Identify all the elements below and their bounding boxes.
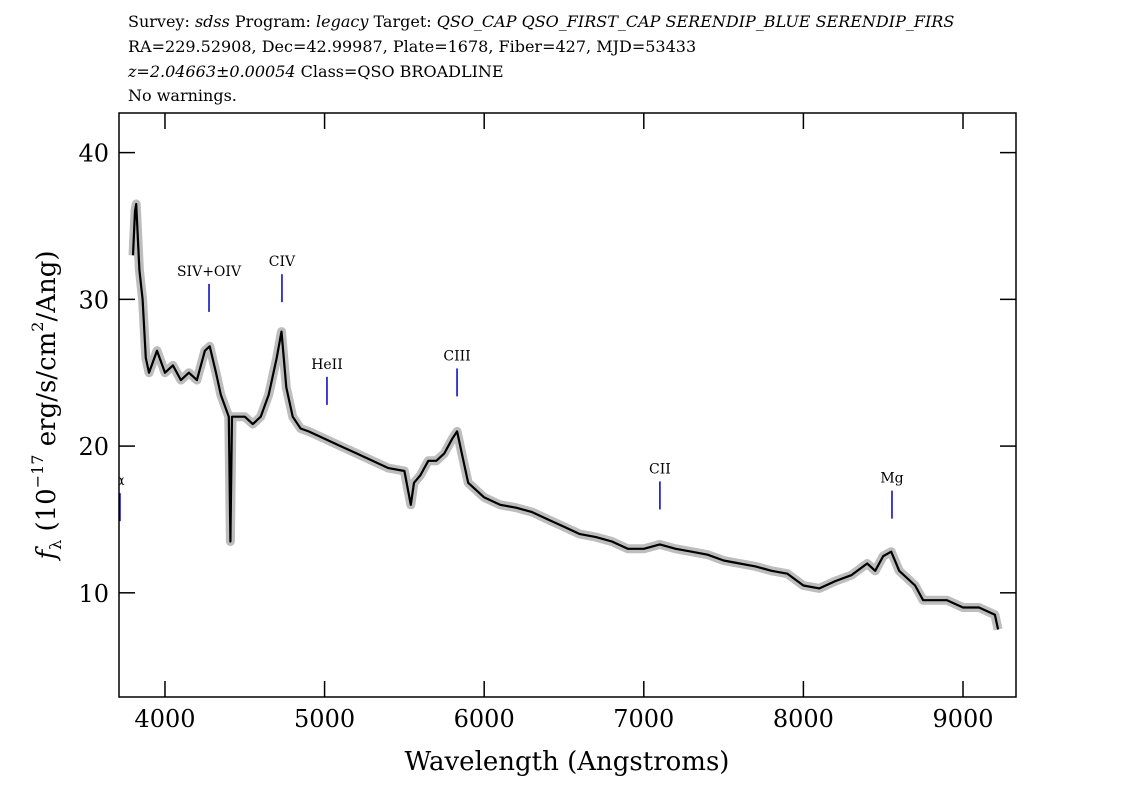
x-tick-label: 6000 — [454, 705, 515, 733]
y-label-part: /Ang) — [32, 250, 62, 321]
header-text: Class=QSO BROADLINE — [295, 62, 504, 81]
y-label-part: 2 — [28, 322, 47, 332]
header-text: QSO_CAP QSO_FIRST_CAP SERENDIP_BLUE SERE… — [436, 12, 955, 31]
header-text: legacy — [316, 12, 369, 31]
y-label-part: (10 — [32, 488, 62, 540]
header-line: Survey: sdss Program: legacy Target: QSO… — [128, 12, 954, 32]
header-text: sdss — [194, 12, 230, 31]
emission-line-label: α — [115, 473, 125, 489]
y-label-part: λ — [46, 540, 65, 550]
x-tick-label: 9000 — [932, 705, 993, 733]
y-tick-label: 40 — [78, 140, 109, 168]
header-line: No warnings. — [128, 86, 237, 105]
x-tick-label: 7000 — [613, 705, 674, 733]
header-line: RA=229.52908, Dec=42.99987, Plate=1678, … — [128, 37, 697, 56]
emission-line-label: CIII — [443, 348, 470, 364]
y-label-part: −17 — [28, 455, 47, 489]
y-tick-label: 30 — [78, 286, 109, 314]
frame — [118, 112, 1017, 698]
header-text: Target: — [368, 12, 437, 31]
x-axis-label: Wavelength (Angstroms) — [405, 747, 730, 777]
header-text: Survey: — [128, 12, 195, 31]
x-tick-label: 8000 — [773, 705, 834, 733]
emission-line-label: CIV — [269, 254, 296, 270]
header-line: z=2.04663±0.00054 Class=QSO BROADLINE — [128, 62, 504, 82]
emission-line-label: SIV+OIV — [177, 264, 242, 280]
y-tick-label: 20 — [78, 433, 109, 461]
emission-line-label: Mg — [880, 471, 903, 487]
y-axis-label: fλ (10−17 erg/s/cm2/Ang) — [28, 250, 65, 561]
spectrum-line — [131, 202, 1000, 630]
emission-line-label: CII — [649, 461, 671, 477]
y-tick-label: 10 — [78, 580, 109, 608]
y-label-part: erg/s/cm — [32, 332, 62, 455]
header-text: Program: — [229, 12, 317, 31]
x-tick-label: 4000 — [134, 705, 195, 733]
x-tick-label: 5000 — [294, 705, 355, 733]
header-text: z=2.04663±0.00054 — [128, 62, 296, 81]
emission-line-label: HeII — [311, 357, 343, 373]
